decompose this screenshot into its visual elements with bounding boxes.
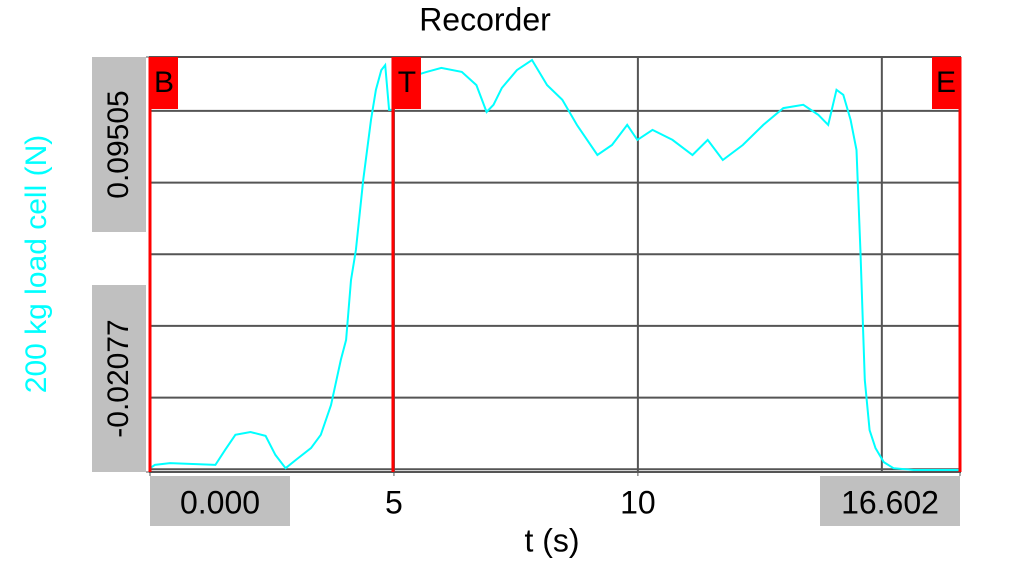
- x-range-box: [820, 476, 960, 526]
- y-range-box: [92, 285, 146, 472]
- marker-label: T: [398, 66, 416, 99]
- plot-area: [149, 56, 961, 473]
- marker-label: E: [936, 66, 956, 99]
- marker-box: [392, 57, 421, 109]
- marker-box: [932, 57, 960, 109]
- y-tick-label: -0.02077: [102, 319, 135, 437]
- x-tick-label: 5: [385, 484, 403, 520]
- data-line: [149, 58, 960, 471]
- x-range-box: [150, 476, 290, 526]
- marker-label: B: [154, 66, 174, 99]
- x-tick-label: 16.602: [841, 484, 939, 520]
- marker-box: [150, 57, 178, 109]
- y-axis-label: 200 kg load cell (N): [20, 135, 53, 393]
- y-tick-label: 0.09505: [102, 90, 135, 198]
- x-tick-label: 0.000: [180, 484, 260, 520]
- chart-title: Recorder: [419, 1, 551, 37]
- x-axis-label: t (s): [524, 522, 579, 558]
- y-range-box: [92, 57, 146, 232]
- x-tick-label: 10: [620, 484, 656, 520]
